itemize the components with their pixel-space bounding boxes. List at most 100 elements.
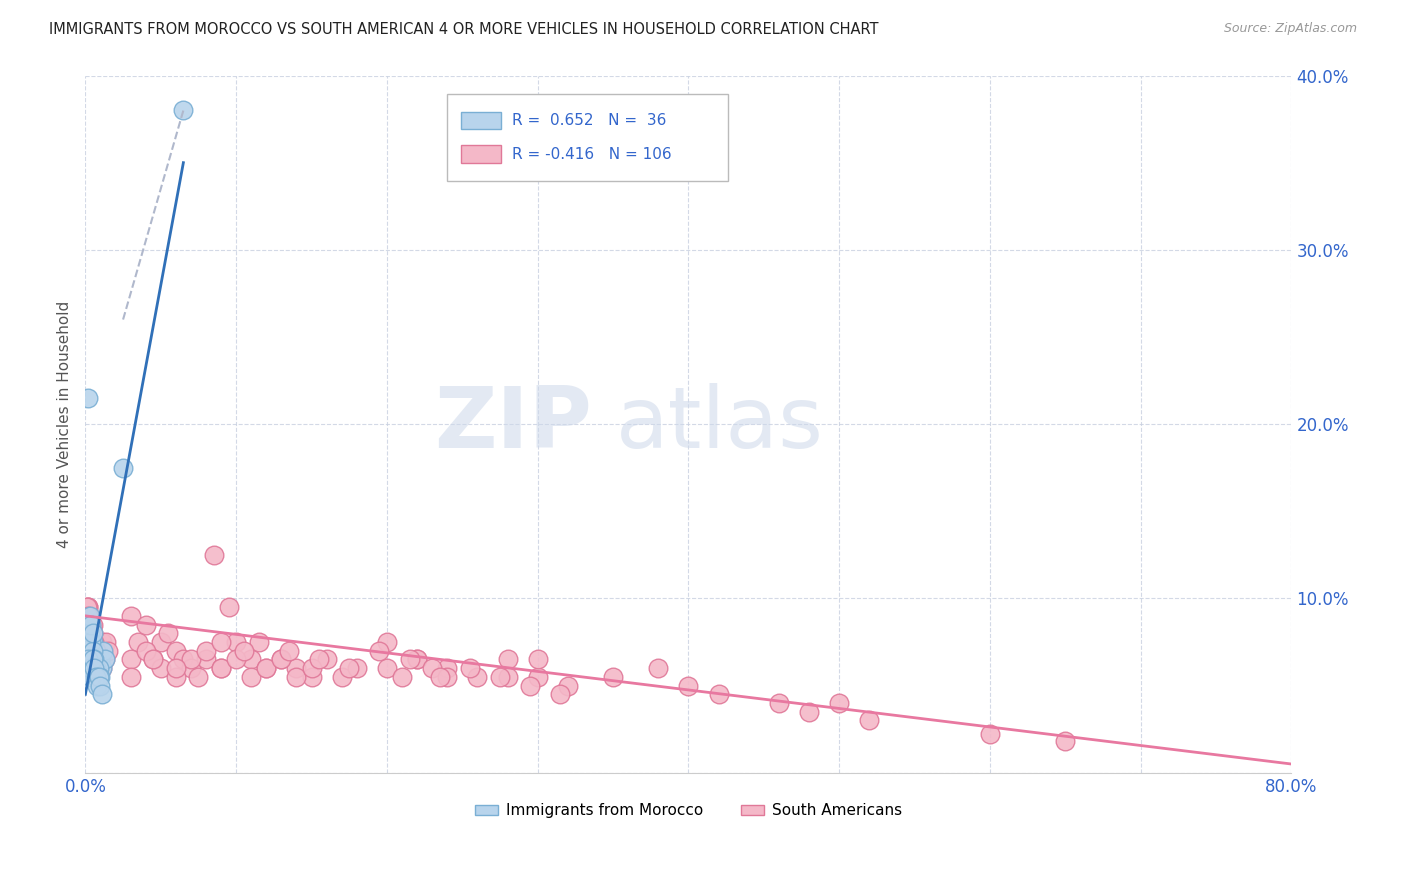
- Point: [80, 635, 103, 649]
- Point: [301, 670, 323, 684]
- Point: [285, 670, 308, 684]
- Point: [82, 635, 104, 649]
- Point: [225, 652, 247, 666]
- Point: [86, 635, 108, 649]
- Point: [83, 652, 105, 666]
- Point: [548, 687, 571, 701]
- Point: [89, 652, 111, 666]
- Point: [202, 548, 225, 562]
- Point: [315, 652, 337, 666]
- Point: [120, 652, 142, 666]
- Point: [436, 670, 458, 684]
- Point: [142, 652, 165, 666]
- Point: [240, 652, 263, 666]
- Point: [97, 644, 120, 658]
- Point: [77, 600, 100, 615]
- Point: [112, 460, 135, 475]
- Point: [165, 670, 187, 684]
- Point: [84, 661, 107, 675]
- Point: [82, 644, 104, 658]
- Point: [77, 608, 100, 623]
- Point: [87, 644, 110, 658]
- Point: [96, 635, 118, 649]
- Point: [76, 608, 98, 623]
- Point: [94, 652, 117, 666]
- Point: [375, 661, 398, 675]
- Point: [647, 661, 669, 675]
- Point: [375, 635, 398, 649]
- Point: [285, 661, 308, 675]
- Point: [86, 679, 108, 693]
- Point: [79, 608, 101, 623]
- Point: [80, 670, 103, 684]
- Point: [678, 679, 700, 693]
- Point: [84, 644, 107, 658]
- Point: [420, 661, 443, 675]
- Point: [195, 644, 218, 658]
- Point: [142, 652, 165, 666]
- Point: [77, 600, 100, 615]
- Point: [149, 661, 172, 675]
- Point: [797, 705, 820, 719]
- Point: [330, 670, 353, 684]
- Legend: Immigrants from Morocco, South Americans: Immigrants from Morocco, South Americans: [470, 797, 908, 824]
- Point: [91, 635, 114, 649]
- Point: [91, 661, 114, 675]
- Point: [83, 652, 105, 666]
- Point: [979, 727, 1001, 741]
- Point: [86, 652, 108, 666]
- Point: [209, 635, 232, 649]
- Text: atlas: atlas: [616, 383, 824, 466]
- Y-axis label: 4 or more Vehicles in Household: 4 or more Vehicles in Household: [58, 301, 72, 548]
- Point: [91, 661, 114, 675]
- Point: [429, 670, 451, 684]
- Point: [83, 661, 105, 675]
- Point: [93, 644, 115, 658]
- Point: [209, 661, 232, 675]
- Point: [94, 652, 117, 666]
- Point: [458, 661, 481, 675]
- Point: [489, 670, 512, 684]
- Point: [120, 670, 142, 684]
- Point: [496, 670, 519, 684]
- Point: [165, 661, 187, 675]
- Point: [76, 600, 98, 615]
- Point: [828, 696, 851, 710]
- Point: [79, 617, 101, 632]
- Point: [84, 670, 107, 684]
- Point: [120, 608, 142, 623]
- Point: [526, 670, 548, 684]
- Point: [557, 679, 579, 693]
- Point: [768, 696, 790, 710]
- Point: [80, 661, 103, 675]
- Point: [77, 652, 100, 666]
- Point: [82, 617, 104, 632]
- Text: IMMIGRANTS FROM MOROCCO VS SOUTH AMERICAN 4 OR MORE VEHICLES IN HOUSEHOLD CORREL: IMMIGRANTS FROM MOROCCO VS SOUTH AMERICA…: [49, 22, 879, 37]
- Point: [270, 652, 292, 666]
- Point: [82, 652, 104, 666]
- Point: [707, 687, 730, 701]
- Point: [247, 635, 270, 649]
- Point: [86, 652, 108, 666]
- Point: [80, 626, 103, 640]
- Point: [406, 652, 429, 666]
- Point: [87, 670, 110, 684]
- Point: [165, 644, 187, 658]
- Point: [127, 635, 149, 649]
- Point: [79, 626, 101, 640]
- Text: Source: ZipAtlas.com: Source: ZipAtlas.com: [1223, 22, 1357, 36]
- Point: [526, 652, 548, 666]
- Point: [77, 391, 100, 405]
- Point: [172, 652, 194, 666]
- Point: [89, 652, 111, 666]
- Point: [91, 687, 114, 701]
- Point: [79, 661, 101, 675]
- Point: [218, 600, 240, 615]
- Point: [86, 670, 108, 684]
- Point: [80, 617, 103, 632]
- Point: [87, 661, 110, 675]
- Point: [80, 626, 103, 640]
- Point: [82, 626, 104, 640]
- Point: [1054, 734, 1077, 748]
- Point: [84, 644, 107, 658]
